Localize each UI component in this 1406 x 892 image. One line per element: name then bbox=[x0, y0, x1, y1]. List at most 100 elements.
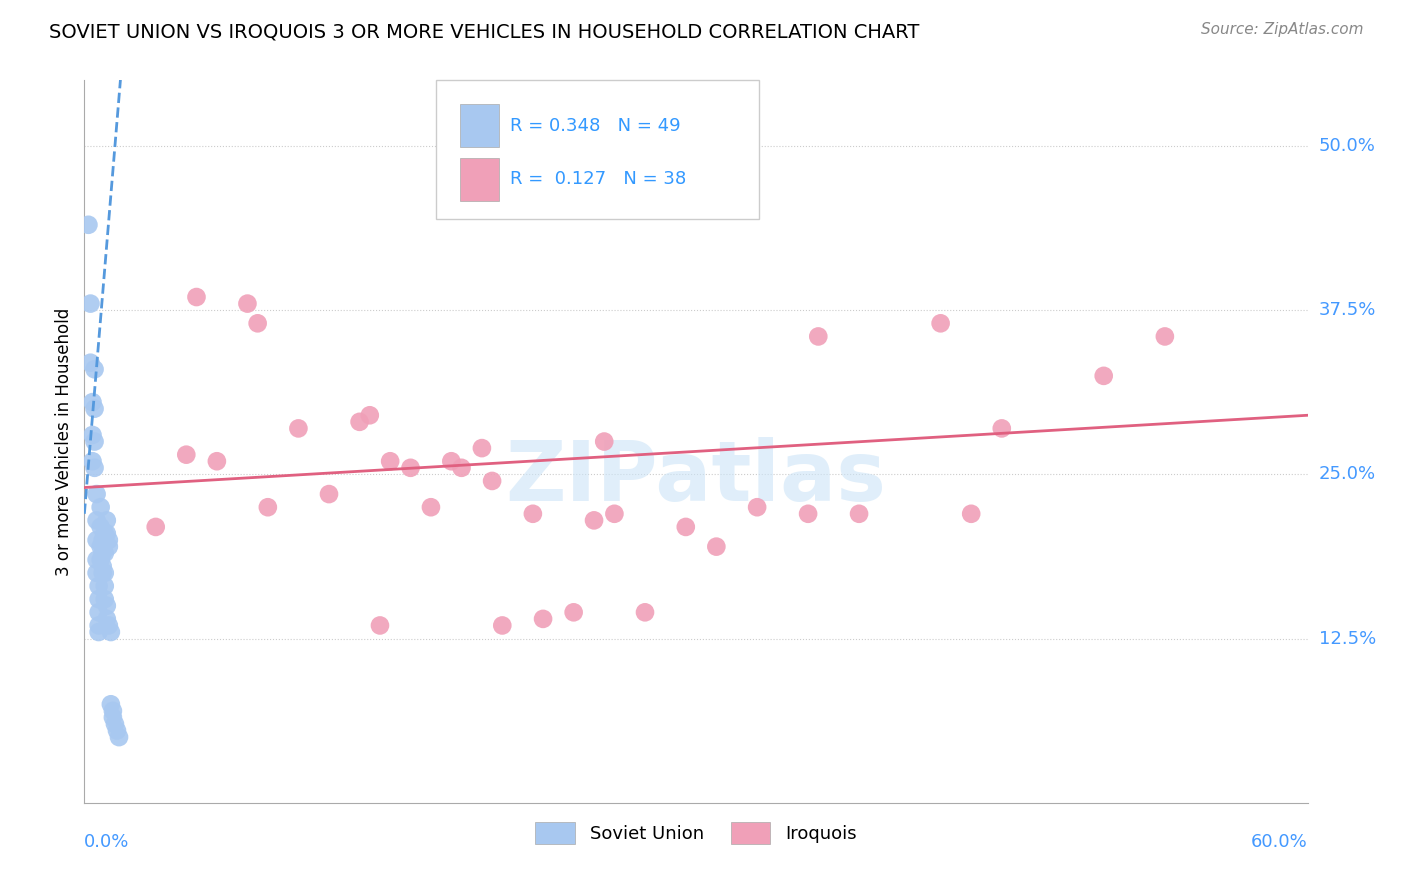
Point bbox=[90, 520, 112, 534]
Point bbox=[87, 605, 110, 619]
Point bbox=[82, 454, 104, 468]
Point bbox=[101, 704, 124, 718]
Point bbox=[93, 579, 115, 593]
Point bbox=[86, 487, 108, 501]
Text: Source: ZipAtlas.com: Source: ZipAtlas.com bbox=[1201, 22, 1364, 37]
Point bbox=[399, 460, 422, 475]
Point bbox=[93, 566, 115, 580]
Point bbox=[359, 409, 381, 423]
Point bbox=[257, 500, 280, 515]
Y-axis label: 3 or more Vehicles in Household: 3 or more Vehicles in Household bbox=[55, 308, 73, 575]
Point bbox=[82, 428, 104, 442]
Point bbox=[91, 566, 114, 580]
Point bbox=[349, 415, 371, 429]
Point bbox=[471, 441, 494, 455]
Point bbox=[90, 540, 112, 554]
Point bbox=[77, 218, 100, 232]
Point bbox=[593, 434, 616, 449]
Point bbox=[104, 717, 127, 731]
Point bbox=[108, 730, 131, 744]
Point bbox=[848, 507, 870, 521]
Text: 12.5%: 12.5% bbox=[1319, 630, 1376, 648]
Point bbox=[87, 625, 110, 640]
Point bbox=[97, 533, 120, 547]
Point bbox=[481, 474, 503, 488]
Point bbox=[101, 710, 124, 724]
Point bbox=[83, 434, 105, 449]
Point bbox=[93, 533, 115, 547]
Point bbox=[87, 579, 110, 593]
Point bbox=[86, 513, 108, 527]
Point bbox=[86, 533, 108, 547]
Point bbox=[93, 546, 115, 560]
Point bbox=[287, 421, 309, 435]
Point bbox=[91, 546, 114, 560]
Point bbox=[96, 526, 118, 541]
Point bbox=[491, 618, 513, 632]
Point bbox=[86, 566, 108, 580]
Point bbox=[83, 362, 105, 376]
Point bbox=[174, 448, 197, 462]
Text: 37.5%: 37.5% bbox=[1319, 301, 1376, 319]
Point bbox=[603, 507, 626, 521]
Point bbox=[91, 533, 114, 547]
Point bbox=[929, 316, 952, 330]
Point bbox=[87, 618, 110, 632]
Legend: Soviet Union, Iroquois: Soviet Union, Iroquois bbox=[529, 815, 863, 852]
Point bbox=[96, 599, 118, 613]
Point bbox=[186, 290, 208, 304]
Point bbox=[991, 421, 1014, 435]
Point bbox=[368, 618, 391, 632]
Text: ZIPatlas: ZIPatlas bbox=[506, 437, 886, 518]
Point bbox=[797, 507, 820, 521]
Point bbox=[82, 395, 104, 409]
Point bbox=[91, 540, 114, 554]
Point bbox=[90, 500, 112, 515]
Point bbox=[747, 500, 769, 515]
Point bbox=[87, 592, 110, 607]
Text: R = 0.348   N = 49: R = 0.348 N = 49 bbox=[510, 117, 681, 135]
Point bbox=[420, 500, 443, 515]
Point bbox=[522, 507, 544, 521]
Point bbox=[205, 454, 228, 468]
Point bbox=[440, 454, 463, 468]
Point bbox=[96, 513, 118, 527]
Text: 0.0%: 0.0% bbox=[84, 833, 129, 851]
Point bbox=[83, 460, 105, 475]
Text: 25.0%: 25.0% bbox=[1319, 466, 1376, 483]
Point bbox=[531, 612, 554, 626]
Point bbox=[145, 520, 167, 534]
Point bbox=[83, 401, 105, 416]
Text: 60.0%: 60.0% bbox=[1251, 833, 1308, 851]
Point bbox=[90, 553, 112, 567]
Point bbox=[706, 540, 728, 554]
Text: SOVIET UNION VS IROQUOIS 3 OR MORE VEHICLES IN HOUSEHOLD CORRELATION CHART: SOVIET UNION VS IROQUOIS 3 OR MORE VEHIC… bbox=[49, 22, 920, 41]
Point bbox=[246, 316, 269, 330]
Text: R =  0.127   N = 38: R = 0.127 N = 38 bbox=[510, 170, 686, 188]
Point bbox=[236, 296, 259, 310]
Point bbox=[380, 454, 402, 468]
Point bbox=[79, 296, 101, 310]
Point bbox=[562, 605, 585, 619]
Point bbox=[807, 329, 830, 343]
Point bbox=[100, 625, 122, 640]
Point bbox=[100, 698, 122, 712]
Point bbox=[79, 356, 101, 370]
Point bbox=[675, 520, 697, 534]
Point bbox=[91, 559, 114, 574]
Point bbox=[1154, 329, 1177, 343]
Text: 50.0%: 50.0% bbox=[1319, 137, 1375, 155]
Point bbox=[1092, 368, 1115, 383]
Point bbox=[634, 605, 657, 619]
Point bbox=[96, 612, 118, 626]
Point bbox=[93, 526, 115, 541]
Point bbox=[97, 540, 120, 554]
Point bbox=[93, 592, 115, 607]
Point bbox=[583, 513, 606, 527]
Point bbox=[318, 487, 340, 501]
Point bbox=[960, 507, 983, 521]
Point bbox=[86, 553, 108, 567]
Point bbox=[97, 618, 120, 632]
Point bbox=[105, 723, 128, 738]
Point bbox=[450, 460, 472, 475]
